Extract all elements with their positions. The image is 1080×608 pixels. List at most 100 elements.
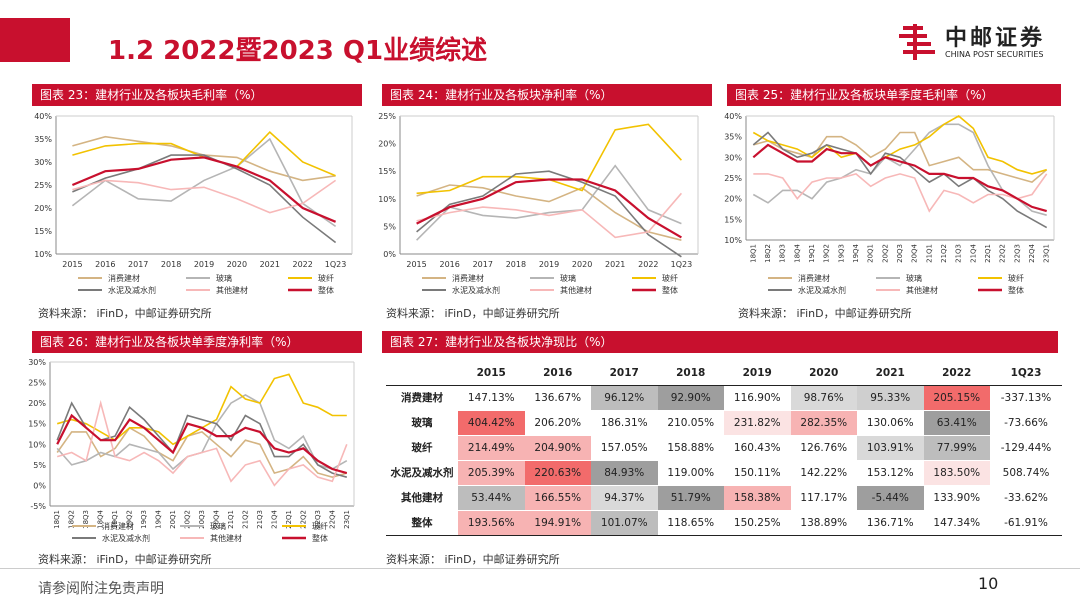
- x-tick-label: 18Q2: [764, 244, 772, 263]
- legend-label-total: 整体: [318, 285, 334, 295]
- series-line-glass: [71, 137, 337, 228]
- table-cell: 194.91%: [524, 510, 591, 536]
- y-tick-label: 20%: [34, 204, 52, 213]
- table-row-label: 玻璃: [386, 410, 458, 436]
- legend-label-other: 其他建材: [216, 285, 248, 295]
- x-tick-label: 2017: [473, 260, 493, 269]
- table-cell: 119.00%: [657, 460, 724, 486]
- table-cell: 231.82%: [724, 410, 791, 436]
- table-cell: 205.15%: [923, 385, 990, 411]
- chart-23-source: 资料来源： iFinD，中邮证券研究所: [38, 307, 212, 320]
- x-tick-label: 19Q1: [808, 244, 816, 263]
- table-cell: 98.76%: [790, 385, 857, 411]
- legend-label-glass: 玻璃: [560, 273, 576, 283]
- x-tick-label: 2021: [605, 260, 625, 269]
- table-cell: 166.55%: [524, 485, 591, 511]
- table-cell: 95.33%: [857, 385, 924, 411]
- x-tick-label: 20Q1: [169, 510, 177, 529]
- x-tick-label: 2022: [638, 260, 658, 269]
- legend-label-fiber: 玻纤: [318, 273, 334, 283]
- y-tick-label: 20%: [724, 195, 742, 204]
- table-cell: 77.99%: [923, 435, 990, 461]
- table-column-header: 2017: [591, 362, 658, 386]
- x-tick-label: 20Q4: [911, 243, 919, 262]
- x-tick-label: 18Q3: [82, 510, 90, 529]
- series-line-consumer: [72, 135, 336, 182]
- table-cell: -61.91%: [990, 510, 1062, 536]
- page-number: 10: [978, 574, 999, 593]
- series-line-other: [753, 173, 1048, 213]
- logo-en-text: CHINA POST SECURITIES: [945, 50, 1044, 59]
- table-cell: 63.41%: [923, 410, 990, 436]
- x-tick-label: 2015: [62, 260, 82, 269]
- x-tick-label: 19Q3: [140, 510, 148, 529]
- x-tick-label: 22Q3: [1013, 244, 1021, 263]
- legend-label-fiber: 玻纤: [662, 273, 678, 283]
- x-tick-label: 2022: [292, 260, 312, 269]
- y-tick-label: 30%: [28, 358, 46, 367]
- table-cell: 220.63%: [524, 460, 591, 486]
- table-cell: 183.50%: [923, 460, 990, 486]
- table-cell: 193.56%: [458, 510, 525, 536]
- table-cell: 150.25%: [724, 510, 791, 536]
- y-tick-label: 35%: [34, 135, 52, 144]
- legend-label-glass: 玻璃: [216, 273, 232, 283]
- table-row: 玻纤 214.49% 204.90% 157.05% 158.88% 160.43% 126…: [386, 435, 1062, 461]
- chart-25-title: 图表 25：建材行业及各板块单季度毛利率（%）: [727, 84, 1061, 106]
- x-tick-label: 21Q4: [270, 509, 278, 528]
- table-cell: 103.91%: [857, 435, 924, 461]
- x-tick-label: 2020: [572, 260, 592, 269]
- table-column-header: [386, 362, 458, 386]
- legend-label-glass: 玻璃: [906, 273, 922, 283]
- table-row: 水泥及减水剂 205.39% 220.63% 84.93% 119.00% 150.11%…: [386, 460, 1062, 486]
- table-cell: 147.13%: [458, 385, 525, 411]
- y-tick-label: 15%: [28, 420, 46, 429]
- series-line-fiber: [72, 130, 336, 177]
- table-cell: 158.88%: [657, 435, 724, 461]
- x-tick-label: 22Q3: [314, 510, 322, 529]
- x-tick-label: 18Q2: [68, 510, 76, 529]
- x-tick-label: 21Q3: [955, 244, 963, 263]
- table-cell: 153.12%: [857, 460, 924, 486]
- table-column-header: 2020: [790, 362, 857, 386]
- x-tick-label: 2021: [260, 260, 280, 269]
- series-line-fiber: [416, 123, 682, 195]
- table-row: 其他建材 53.44% 166.55% 94.37% 51.79% 158.38% 117.…: [386, 485, 1062, 511]
- table-column-header: 2018: [657, 362, 724, 386]
- table-column-header: 2016: [524, 362, 591, 386]
- table-cell: -33.62%: [990, 485, 1062, 511]
- x-tick-label: 2018: [506, 260, 526, 269]
- table-cell: 138.89%: [790, 510, 857, 536]
- series-line-fiber: [752, 115, 1047, 175]
- table-row: 消费建材 147.13% 136.67% 96.12% 92.90% 116.90% 98.…: [386, 385, 1062, 411]
- y-tick-label: 0%: [33, 481, 46, 490]
- chart-23-title: 图表 23：建材行业及各板块毛利率（%）: [32, 84, 362, 106]
- table-cell: 117.17%: [790, 485, 857, 511]
- table-row-label: 玻纤: [386, 435, 458, 461]
- x-tick-label: 18Q4: [97, 509, 105, 528]
- table-cell: 282.35%: [790, 410, 857, 436]
- x-tick-label: 2018: [161, 260, 181, 269]
- table-cell: 126.76%: [790, 435, 857, 461]
- table-cell: 210.05%: [657, 410, 724, 436]
- table-row: 整体 193.56% 194.91% 101.07% 118.65% 150.25% 138…: [386, 510, 1062, 536]
- chart-25-source: 资料来源： iFinD，中邮证券研究所: [738, 307, 912, 320]
- table-cell: -73.66%: [990, 410, 1062, 436]
- footer-divider: [0, 568, 1080, 569]
- legend-label-other: 其他建材: [210, 533, 242, 543]
- series-line-fiber: [56, 373, 347, 446]
- series-line-cement: [416, 170, 682, 258]
- table-cell: 160.43%: [724, 435, 791, 461]
- x-tick-label: 2016: [95, 260, 115, 269]
- title-accent-bar: [0, 18, 70, 62]
- y-tick-label: 15%: [34, 227, 52, 236]
- x-tick-label: 21Q1: [925, 244, 933, 263]
- legend-label-fiber: 玻纤: [1008, 273, 1024, 283]
- x-tick-label: 19Q2: [126, 510, 134, 529]
- x-tick-label: 20Q1: [867, 244, 875, 263]
- series-line-cement: [752, 131, 1048, 229]
- y-tick-label: 15%: [378, 167, 396, 176]
- table-cell: 204.90%: [524, 435, 591, 461]
- china-post-logo-icon: [899, 24, 935, 60]
- x-tick-label: 1Q23: [671, 260, 693, 269]
